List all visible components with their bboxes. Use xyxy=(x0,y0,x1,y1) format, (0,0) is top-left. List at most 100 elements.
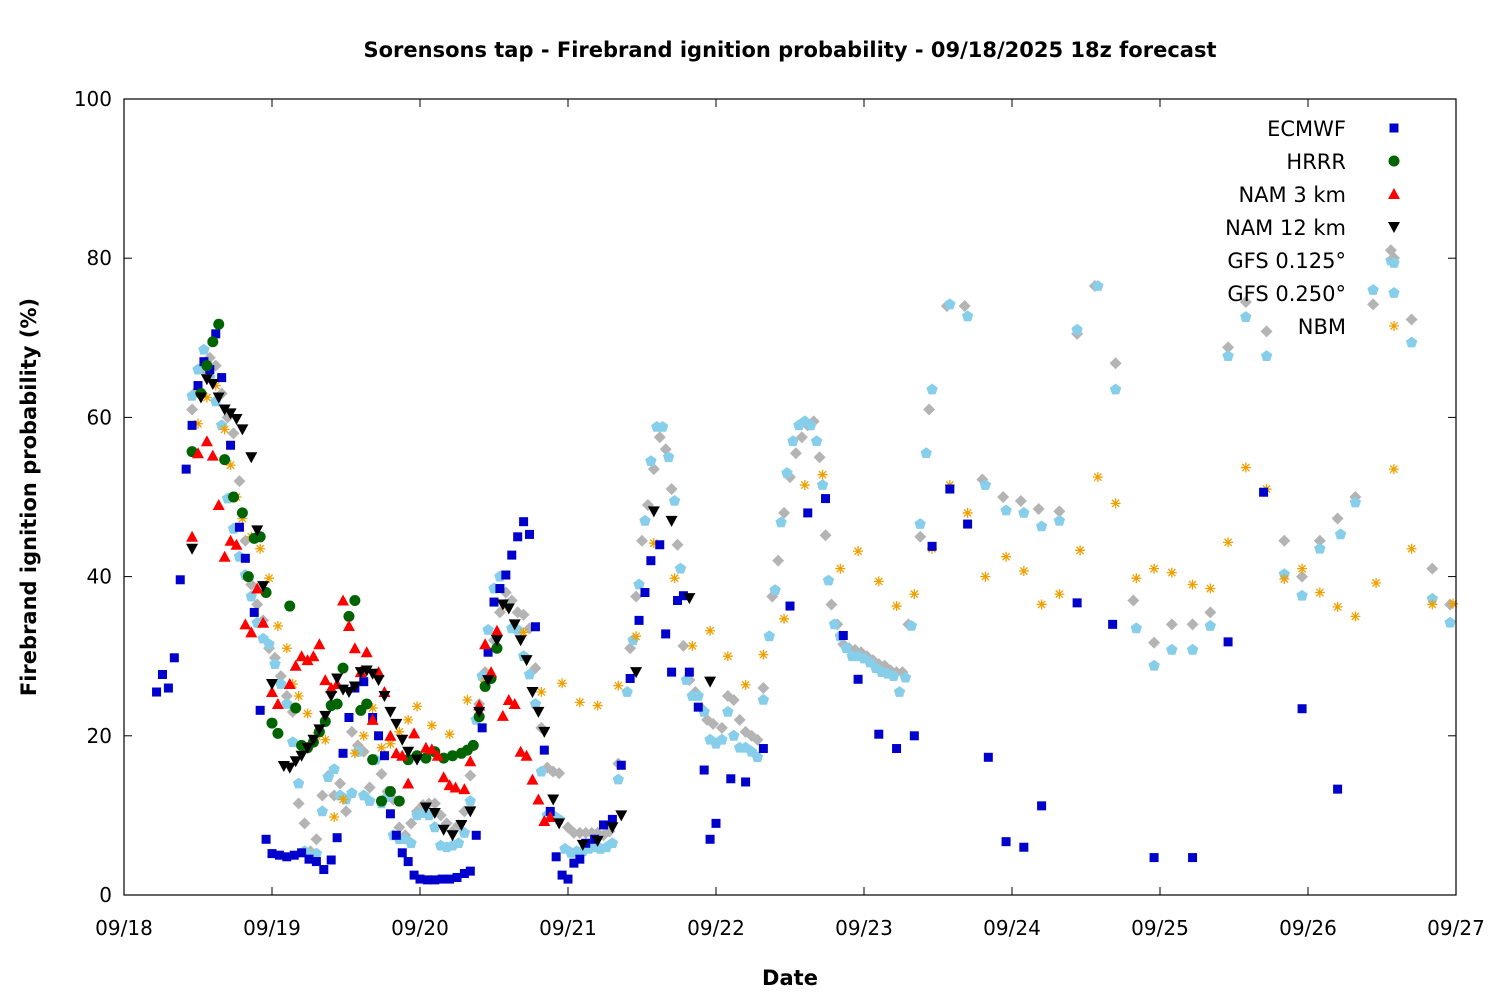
data-point xyxy=(715,721,728,734)
y-tick-label: 60 xyxy=(87,405,112,429)
legend-marker xyxy=(1388,188,1400,199)
data-point xyxy=(467,739,479,751)
data-point xyxy=(1149,563,1160,574)
data-point xyxy=(219,454,231,466)
data-point xyxy=(665,483,678,496)
data-point xyxy=(1131,573,1142,584)
data-point xyxy=(722,651,733,662)
data-point xyxy=(1296,570,1309,583)
data-point xyxy=(757,694,770,705)
x-tick-label: 09/25 xyxy=(1131,916,1189,940)
data-point xyxy=(1296,589,1308,601)
data-point xyxy=(275,678,287,689)
data-point xyxy=(217,373,227,383)
data-point xyxy=(613,680,624,691)
data-point xyxy=(781,467,793,478)
data-point xyxy=(639,514,651,526)
data-point xyxy=(207,336,219,348)
data-point xyxy=(266,717,278,729)
data-point xyxy=(396,734,409,746)
data-point xyxy=(337,594,350,606)
data-point xyxy=(200,435,213,447)
data-point xyxy=(482,623,494,635)
data-point xyxy=(728,729,740,741)
legend-label: HRRR xyxy=(1286,150,1346,174)
data-point xyxy=(769,584,781,595)
data-point xyxy=(361,698,373,710)
data-point xyxy=(893,686,906,697)
data-point xyxy=(684,667,694,677)
data-point xyxy=(428,797,441,810)
data-point xyxy=(334,777,347,790)
data-point xyxy=(237,513,248,524)
data-point xyxy=(287,736,299,747)
data-point xyxy=(295,750,308,762)
data-point xyxy=(289,659,302,671)
data-point xyxy=(181,464,191,474)
data-point xyxy=(636,534,648,547)
data-point xyxy=(914,518,926,529)
data-point xyxy=(1204,606,1217,619)
data-point xyxy=(501,570,511,580)
legend-label: GFS 0.250° xyxy=(1227,282,1346,306)
data-point xyxy=(462,694,473,705)
data-point xyxy=(251,582,264,594)
data-point xyxy=(363,781,376,794)
data-point xyxy=(218,404,231,416)
data-point xyxy=(447,750,459,762)
data-point xyxy=(1110,498,1121,509)
data-point xyxy=(671,538,684,551)
data-point xyxy=(899,671,912,683)
data-point xyxy=(236,507,248,519)
data-point xyxy=(272,727,284,739)
data-point xyxy=(431,749,444,761)
data-point xyxy=(242,571,254,583)
data-point xyxy=(1127,594,1140,607)
legend-marker xyxy=(1389,123,1399,133)
data-point xyxy=(393,795,405,807)
data-point xyxy=(1448,598,1459,609)
data-point xyxy=(297,848,307,858)
data-point xyxy=(1149,853,1159,863)
data-point xyxy=(645,455,657,466)
data-point xyxy=(239,534,252,547)
data-point xyxy=(266,679,278,691)
data-point xyxy=(648,538,659,549)
data-point xyxy=(778,506,791,519)
y-tick-label: 40 xyxy=(87,565,112,589)
data-point xyxy=(1349,496,1362,508)
data-point xyxy=(458,783,471,795)
data-point xyxy=(502,693,515,705)
data-point xyxy=(1018,506,1030,518)
data-point xyxy=(338,748,348,758)
data-point xyxy=(485,666,498,678)
data-point xyxy=(1205,583,1216,594)
data-point xyxy=(345,725,358,738)
data-point xyxy=(348,642,361,654)
data-point xyxy=(665,515,678,527)
data-point xyxy=(396,749,409,761)
data-point xyxy=(699,765,709,775)
data-point xyxy=(313,638,326,650)
data-point xyxy=(169,653,179,663)
data-point xyxy=(403,714,414,725)
data-point xyxy=(310,833,323,846)
data-point xyxy=(669,573,680,584)
data-point xyxy=(425,743,438,755)
data-point xyxy=(372,666,385,678)
chart-title: Sorensons tap - Firebrand ignition proba… xyxy=(363,38,1216,62)
data-point xyxy=(825,598,838,611)
data-point xyxy=(301,742,314,754)
data-point xyxy=(483,647,493,657)
data-point xyxy=(662,451,675,463)
data-point xyxy=(271,697,284,709)
data-point xyxy=(1444,616,1456,628)
data-point xyxy=(1014,494,1027,507)
data-point xyxy=(376,795,388,807)
data-point xyxy=(346,787,358,798)
data-point xyxy=(944,298,956,310)
data-point xyxy=(892,744,902,754)
data-point xyxy=(795,431,808,444)
data-point xyxy=(464,769,477,782)
x-tick-label: 09/22 xyxy=(687,916,745,940)
